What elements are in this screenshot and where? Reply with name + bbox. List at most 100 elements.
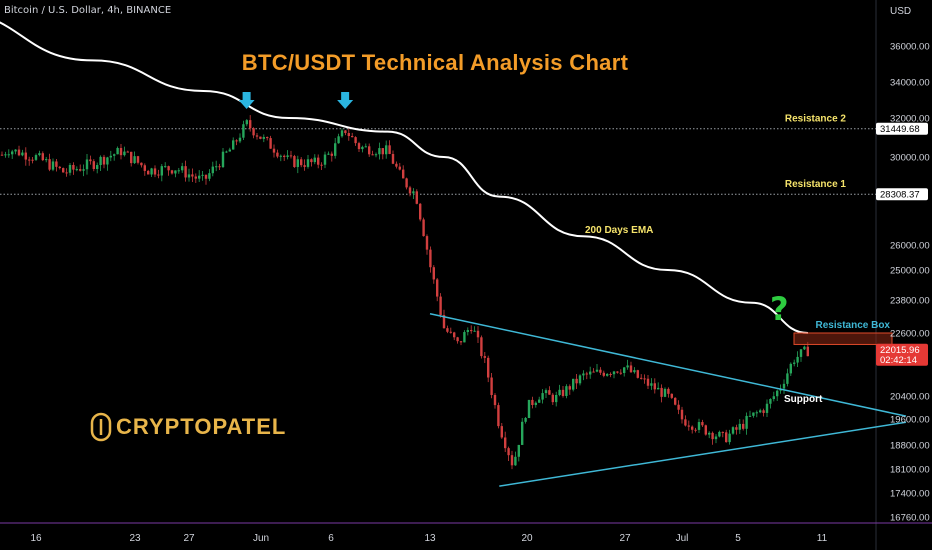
candle-body <box>463 332 466 343</box>
candle-body <box>721 431 724 433</box>
y-tick-label: 30000.00 <box>890 153 930 164</box>
candle-body <box>466 330 469 333</box>
candle-body <box>442 315 446 329</box>
ema-200-line <box>0 21 809 334</box>
candle-body <box>55 161 58 167</box>
candle-body <box>731 427 735 434</box>
candle-body <box>79 169 82 171</box>
candle-body <box>425 236 429 250</box>
candle-body <box>0 154 4 156</box>
candle-body <box>582 373 585 376</box>
candle-body <box>609 374 612 376</box>
x-tick-label: 11 <box>817 533 828 544</box>
candle-body <box>599 369 602 373</box>
candle-body <box>245 120 248 125</box>
candle-body <box>133 156 136 164</box>
candle-body <box>735 427 738 430</box>
candle-body <box>51 161 55 170</box>
candle-body <box>636 370 639 378</box>
candle-body <box>684 419 687 426</box>
candle-body <box>75 169 78 171</box>
candle-body <box>718 431 721 437</box>
resistance-box <box>793 332 893 345</box>
candle-body <box>208 173 211 179</box>
candle-body <box>364 146 367 148</box>
candle-body <box>660 387 663 397</box>
candle-body <box>449 331 452 333</box>
candle-body <box>221 151 225 168</box>
candle-body <box>745 415 748 429</box>
candle-body <box>772 396 775 400</box>
x-tick-label: 6 <box>328 533 334 544</box>
candle-body <box>412 191 415 194</box>
candle-body <box>337 136 340 144</box>
candle-body <box>167 166 170 171</box>
candle-body <box>680 409 684 420</box>
candle-body <box>711 432 714 440</box>
candle-body <box>650 383 653 386</box>
resistance-box-label: Resistance Box <box>816 320 891 331</box>
candle-body <box>476 330 480 338</box>
x-tick-label: 20 <box>521 533 533 544</box>
candle-body <box>555 394 558 403</box>
candle-body <box>653 383 656 390</box>
candle-body <box>612 371 616 375</box>
x-tick-label: 5 <box>735 533 741 544</box>
y-tick-label: 22600.00 <box>890 329 930 340</box>
candle-body <box>276 152 279 157</box>
price-tag-value: 28308.37 <box>880 190 920 201</box>
candle-body <box>487 357 490 378</box>
down-arrow-icon <box>238 92 255 109</box>
resistance-level-label: Resistance 1 <box>785 179 847 190</box>
candle-body <box>266 137 269 139</box>
candle-body <box>677 404 680 410</box>
x-tick-label: 27 <box>183 533 195 544</box>
candle-body <box>521 421 524 445</box>
candle-body <box>558 389 561 395</box>
y-tick-label: 18800.00 <box>890 441 930 452</box>
candle-body <box>272 148 276 153</box>
candle-body <box>694 429 697 431</box>
candle-body <box>153 168 157 175</box>
candle-body <box>116 148 119 155</box>
x-tick-label: Jul <box>676 533 689 544</box>
candle-body <box>218 166 221 168</box>
candle-body <box>303 165 306 167</box>
candle-body <box>228 149 231 152</box>
candle-body <box>541 393 544 400</box>
candle-body <box>405 178 408 188</box>
candle-body <box>11 151 14 155</box>
y-tick-label: 20400.00 <box>890 392 930 403</box>
candle-body <box>776 390 779 397</box>
candle-body <box>215 166 218 168</box>
candle-body <box>177 170 180 172</box>
candle-body <box>606 374 609 376</box>
x-tick-label: Jun <box>253 533 269 544</box>
y-tick-label: 19600.00 <box>890 415 930 426</box>
y-tick-label: 36000.00 <box>890 42 930 53</box>
candle-body <box>194 176 197 179</box>
candle-body <box>667 388 670 394</box>
candle-body <box>527 399 531 418</box>
candle-body <box>351 136 354 138</box>
candle-body <box>310 159 313 163</box>
candle-body <box>762 410 765 413</box>
candle-body <box>697 422 701 430</box>
chart-title: BTC/USDT Technical Analysis Chart <box>241 50 629 75</box>
candle-body <box>62 168 65 173</box>
ema-label: 200 Days EMA <box>585 225 653 236</box>
candle-body <box>572 378 575 390</box>
x-tick-label: 16 <box>30 533 42 544</box>
candle-body <box>799 349 803 357</box>
candle-body <box>157 174 160 176</box>
candle-body <box>293 156 296 168</box>
currency-label: USD <box>890 6 911 17</box>
candle-body <box>313 157 316 163</box>
candle-body <box>385 145 388 155</box>
candle-body <box>320 164 323 166</box>
candle-body <box>327 153 330 155</box>
candle-body <box>657 387 660 390</box>
candle-body <box>4 154 7 156</box>
candle-body <box>388 145 391 154</box>
